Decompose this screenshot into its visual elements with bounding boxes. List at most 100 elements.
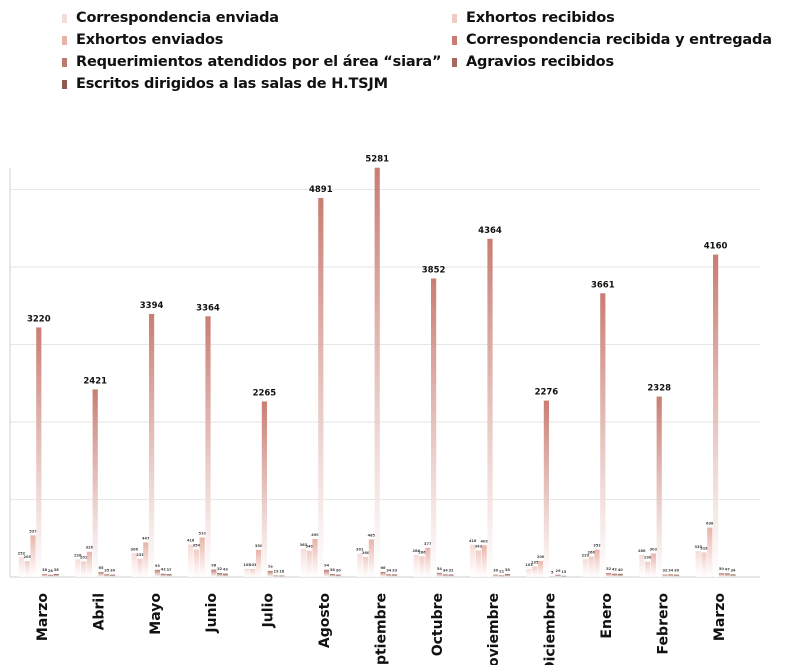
x-tick-label: Octubre: [430, 593, 446, 656]
legend-item: Agravios recibidos: [452, 52, 614, 72]
bar: [526, 569, 532, 577]
bar: [30, 535, 36, 577]
x-tick-label: Febrero: [655, 593, 671, 655]
bar: [53, 574, 59, 577]
data-label: 260: [362, 551, 370, 555]
bar: [730, 574, 736, 577]
bar: [193, 549, 199, 577]
legend-swatch: [62, 13, 67, 23]
legend-swatch: [452, 57, 457, 67]
data-label: 233: [136, 553, 144, 557]
data-label: 485: [368, 533, 376, 537]
data-label: 638: [706, 522, 714, 526]
bar: [160, 573, 166, 577]
bar: [561, 575, 567, 577]
bar: [104, 574, 110, 577]
bar: [279, 575, 285, 577]
data-label: 3661: [591, 280, 615, 290]
bar: [256, 549, 262, 577]
bar: [357, 553, 363, 577]
data-label: 66: [380, 566, 386, 570]
legend-label: Agravios recibidos: [466, 54, 614, 70]
data-label: 510: [198, 531, 206, 535]
data-label: 54: [437, 567, 443, 571]
bar: [650, 553, 656, 577]
bar: [92, 389, 98, 577]
legend-swatch: [452, 13, 457, 23]
data-label: 353: [593, 544, 601, 548]
data-label: 34: [730, 568, 736, 572]
bar: [543, 400, 549, 577]
data-label: 2265: [253, 388, 277, 398]
data-label: 286: [412, 549, 420, 553]
data-label: 52: [217, 567, 223, 571]
bar: [75, 559, 81, 577]
bar: [211, 569, 217, 577]
data-label: 15: [561, 570, 567, 574]
data-label: 205: [23, 555, 31, 559]
bar: [419, 556, 425, 577]
legend-item: Escritos dirigidos a las salas de H.TSJM: [62, 74, 388, 94]
bar: [300, 548, 306, 577]
data-label: 30: [336, 569, 342, 573]
bar: [137, 558, 143, 577]
bar: [594, 549, 600, 577]
data-label: 38: [54, 568, 60, 572]
legend-item: Exhortos recibidos: [452, 8, 615, 28]
bar: [36, 327, 42, 577]
bar: [639, 554, 645, 577]
bar: [42, 574, 48, 577]
data-label: 38: [505, 568, 511, 572]
data-label: 135: [531, 561, 539, 565]
data-label: 28: [48, 569, 54, 573]
legend-swatch: [62, 79, 67, 89]
data-label: 42: [612, 568, 618, 572]
data-label: 201: [80, 555, 88, 559]
x-tick-label: Diciembre: [543, 593, 559, 665]
bar: [318, 197, 324, 577]
legend-label: Exhortos recibidos: [466, 10, 615, 26]
data-label: 30: [493, 569, 499, 573]
bar: [380, 571, 386, 577]
chart-legend: Correspondencia enviada Exhortos enviados…: [62, 8, 792, 108]
x-tick-label: Noviembre: [486, 593, 502, 665]
legend-item: Exhortos enviados: [62, 30, 223, 50]
bar: [582, 559, 588, 577]
x-tick-label: Enero: [599, 593, 615, 639]
bar: [481, 545, 487, 577]
data-label: 447: [142, 536, 150, 540]
data-label: 2328: [647, 384, 671, 394]
x-tick-label: Mayo: [148, 593, 164, 635]
data-label: 306: [130, 547, 138, 551]
data-label: 32: [448, 569, 454, 573]
data-label: 350: [255, 544, 263, 548]
data-label: 103: [249, 563, 257, 567]
bar: [374, 167, 380, 577]
x-tick-label: Julio: [261, 593, 277, 629]
bar: [261, 401, 267, 577]
data-label: 34: [386, 568, 392, 572]
bar: [656, 396, 662, 577]
data-label: 363: [300, 543, 308, 547]
data-label: 52: [606, 567, 612, 571]
x-tick-label: Marzo: [35, 593, 51, 641]
data-label: 2276: [535, 388, 559, 398]
bar: [392, 574, 398, 577]
bar: [98, 571, 104, 577]
data-label: 105: [243, 563, 251, 567]
data-label: 343: [475, 544, 483, 548]
bar: [493, 574, 499, 577]
bar: [413, 554, 419, 577]
data-label: 42: [161, 568, 167, 572]
data-label: 228: [74, 553, 82, 557]
bar: [143, 542, 149, 577]
bar: [606, 572, 612, 577]
data-label: 208: [537, 555, 545, 559]
data-label: 35: [104, 568, 110, 572]
legend-swatch: [62, 35, 67, 45]
bar: [588, 556, 594, 577]
bar: [425, 547, 431, 577]
data-label: 266: [418, 550, 426, 554]
data-label: 19: [273, 570, 279, 574]
bar: [188, 544, 194, 577]
